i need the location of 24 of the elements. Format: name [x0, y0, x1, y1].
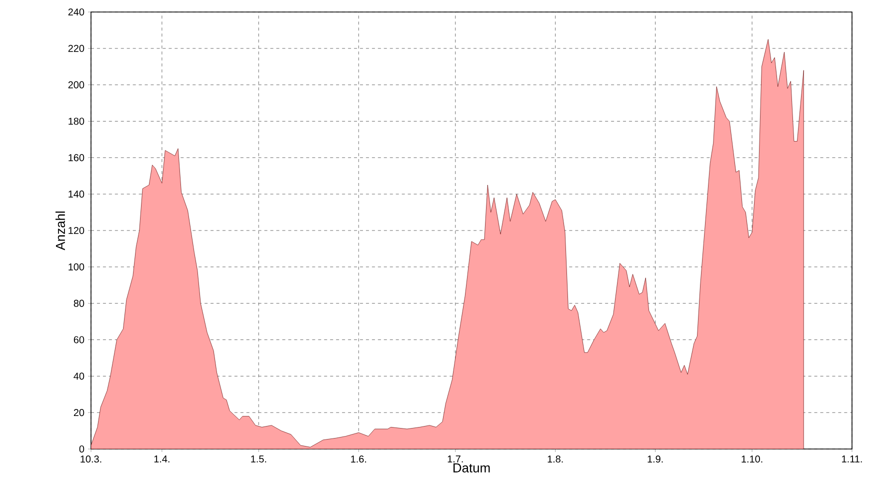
x-tick-label: 1.8. — [548, 456, 563, 463]
y-tick-label: 60 — [74, 336, 84, 344]
x-tick-label: 10.3. — [80, 456, 102, 463]
y-tick-label: 0 — [79, 445, 84, 453]
x-tick-label: 1.5. — [251, 456, 266, 462]
y-tick-label: 200 — [68, 81, 84, 88]
y-tick-label: 240 — [68, 8, 84, 16]
y-tick-label: 180 — [68, 118, 84, 125]
x-axis-title: Datum — [453, 463, 490, 472]
y-tick-label: 120 — [68, 226, 84, 234]
x-tick-label: 1.11. — [842, 456, 862, 462]
x-tick-label: 1.7. — [448, 456, 463, 462]
x-tick-label: 1.4. — [154, 456, 170, 462]
y-tick-label: 140 — [68, 190, 84, 198]
y-tick-label: 80 — [74, 300, 84, 307]
y-tick-label: 20 — [74, 409, 84, 416]
y-tick-label: 220 — [68, 44, 84, 52]
y-tick-label: 160 — [68, 154, 84, 162]
y-tick-label: 100 — [68, 263, 84, 270]
x-tick-label: 1.9. — [648, 456, 663, 463]
y-axis-title: Anzahl — [55, 212, 66, 250]
x-tick-label: 1.6. — [351, 456, 366, 463]
x-tick-label: 1.10. — [742, 456, 762, 463]
y-tick-label: 40 — [74, 372, 84, 380]
